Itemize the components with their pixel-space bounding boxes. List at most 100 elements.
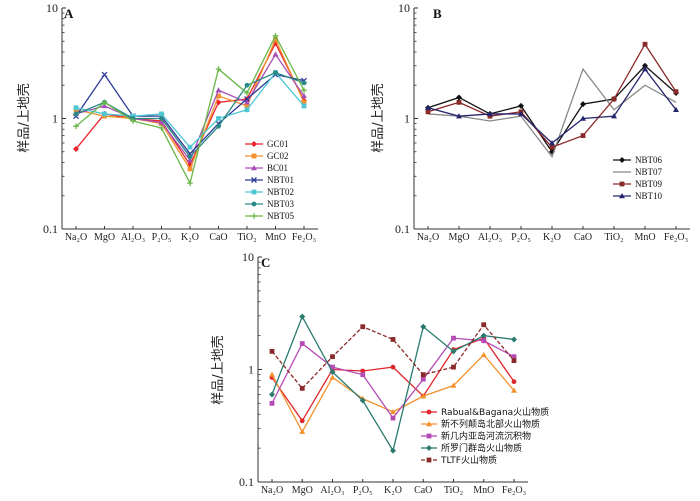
data-point — [244, 82, 250, 88]
data-point — [329, 374, 336, 380]
y-axis-label: 样品/上地壳 — [371, 83, 386, 152]
data-point — [580, 101, 586, 108]
data-point — [487, 113, 493, 119]
y-tick-label: 1 — [248, 363, 254, 377]
x-tick-label: Fe₂O₃ — [292, 232, 316, 243]
data-point — [390, 415, 396, 421]
data-point — [611, 113, 617, 119]
legend: Rabual&Bagana火山物质新不列颠岛北部火山物质新几内亚岛河流沉积物所罗… — [421, 406, 549, 466]
x-tick-label: Al₂O₃ — [320, 485, 344, 496]
data-point — [511, 379, 517, 385]
y-tick-label: 10 — [46, 1, 58, 15]
data-point — [518, 110, 524, 117]
series-NBT07 — [427, 67, 677, 159]
data-point — [73, 145, 79, 152]
panel-label: A — [64, 6, 74, 21]
data-point — [301, 99, 307, 105]
x-tick-label: P₂O₅ — [511, 232, 531, 243]
data-point — [187, 157, 193, 163]
legend-label: Rabual&Bagana火山物质 — [441, 406, 549, 418]
x-tick-label: TiO₂ — [444, 485, 463, 496]
series-BC01 — [73, 51, 307, 163]
y-tick-label: 10 — [242, 250, 254, 264]
data-point — [251, 153, 257, 159]
series-line — [271, 337, 515, 420]
data-point — [487, 110, 493, 117]
series-NBT05 — [73, 33, 307, 186]
data-point — [251, 201, 257, 207]
data-point — [426, 445, 432, 451]
data-point — [481, 338, 487, 344]
data-point — [619, 157, 625, 163]
panel-A: 0.1 1 10 Na₂O MgO Al₂O₃ P₂O₅ K₂O CaO TiO₂ MnO Fe₂O₃… — [17, 1, 318, 243]
data-point — [580, 115, 586, 121]
data-point — [426, 421, 432, 427]
series-NBT10 — [425, 66, 679, 146]
series-line — [271, 323, 515, 390]
data-point — [642, 62, 648, 69]
data-point — [244, 99, 250, 105]
x-tick-label: K₂O — [384, 485, 402, 496]
data-point — [269, 391, 275, 398]
x-tick-label: TiO₂ — [237, 232, 256, 243]
legend-label: 新不列颠岛北部火山物质 — [441, 418, 540, 430]
x-tick-label: MgO — [448, 232, 469, 243]
y-tick-label: 1 — [404, 112, 410, 126]
data-point — [299, 385, 305, 391]
legend: GC01 GC02 BC01 NBT01 NBT02 NBT03 NBT05 — [245, 139, 295, 221]
data-point — [511, 336, 517, 343]
data-point — [244, 96, 250, 103]
data-point — [480, 332, 487, 339]
data-point — [456, 94, 462, 101]
data-point — [73, 111, 79, 117]
data-point — [330, 364, 335, 370]
series-line — [427, 67, 677, 159]
data-point — [130, 118, 136, 124]
data-point — [511, 358, 517, 363]
x-tick-label: MnO — [473, 485, 494, 496]
x-tick-label: MnO — [634, 232, 655, 243]
data-point — [216, 93, 221, 99]
data-point — [251, 141, 257, 147]
panel-label: B — [433, 6, 442, 21]
data-point — [330, 354, 335, 360]
x-tick-label: MgO — [292, 485, 313, 496]
data-point — [390, 408, 396, 415]
data-point — [673, 106, 679, 112]
data-point — [480, 351, 487, 358]
x-tick-label: Na₂O — [261, 485, 283, 496]
data-point — [269, 371, 275, 377]
data-point — [272, 51, 279, 57]
data-point — [518, 102, 524, 109]
data-point — [299, 428, 306, 434]
data-point — [642, 66, 648, 72]
data-point — [187, 154, 193, 160]
data-point — [425, 104, 431, 110]
data-point — [73, 105, 79, 111]
data-point — [269, 348, 275, 354]
legend: NBT06 NBT07 NBT09 NBT10 — [613, 155, 663, 201]
panel-B: 0.1 1 10 Na₂O MgO Al₂O₃ P₂O₅ K₂O CaO TiO₂ MnO Fe₂O₃… — [371, 1, 690, 243]
data-point — [301, 103, 307, 109]
data-point — [420, 393, 427, 399]
data-point — [301, 87, 307, 94]
legend-label: NBT03 — [267, 199, 295, 209]
data-point — [420, 372, 426, 378]
data-point — [481, 322, 487, 328]
legend-label: BC01 — [267, 163, 288, 173]
x-tick-label: Fe₂O₃ — [664, 232, 688, 243]
data-point — [450, 348, 457, 355]
y-tick-label: 10 — [398, 1, 410, 15]
data-point — [215, 87, 222, 93]
x-tick-label: MnO — [265, 232, 286, 243]
data-point — [619, 193, 625, 199]
x-tick-label: MgO — [94, 232, 115, 243]
legend-label: NBT01 — [267, 175, 294, 185]
data-point — [549, 140, 555, 146]
data-point — [426, 409, 432, 415]
data-point — [511, 387, 517, 393]
data-point — [390, 447, 396, 454]
y-axis-label: 样品/上地壳 — [17, 83, 32, 152]
y-tick-label: 0.1 — [395, 222, 410, 236]
